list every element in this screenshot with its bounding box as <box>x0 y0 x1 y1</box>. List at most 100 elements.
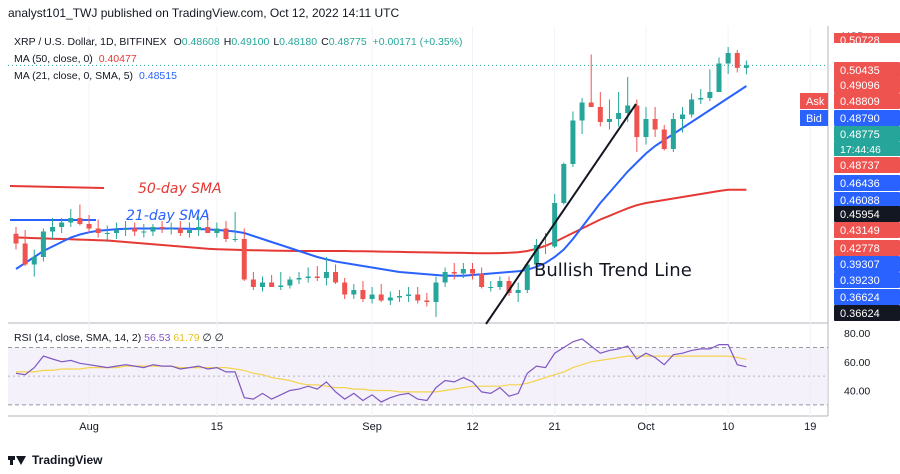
ma21-label: MA (21, close, 0, SMA, 5) <box>14 70 134 82</box>
candle-body <box>77 218 83 224</box>
candle-body <box>579 102 585 121</box>
candle-body <box>597 107 603 122</box>
candle <box>515 282 521 302</box>
candle-body <box>40 231 46 257</box>
candle <box>524 263 530 293</box>
candle <box>141 224 147 238</box>
candle <box>479 267 485 289</box>
candle-body <box>305 276 311 278</box>
footer-brand[interactable]: TradingView <box>32 453 103 467</box>
rsi-tick-label: 80.00 <box>844 328 870 340</box>
candle <box>670 113 676 152</box>
countdown-tag: 17:44:46 <box>834 142 900 156</box>
chart-area[interactable]: 40.0060.0080.00Aug15Sep1221Oct1019USD0.5… <box>8 26 900 444</box>
candle-body <box>287 279 293 286</box>
candle <box>561 162 567 205</box>
candle-body <box>196 227 202 230</box>
candle <box>186 222 192 238</box>
price-tag-value: 0.36624 <box>840 292 880 304</box>
candle-body <box>634 105 640 137</box>
price-tag: 0.36624 <box>834 289 900 305</box>
candle-body <box>186 230 192 233</box>
symbol-row: XRP / U.S. Dollar, 1D, BITFINEX O0.48608… <box>14 34 463 51</box>
candle <box>734 50 740 73</box>
candle <box>177 221 183 236</box>
candle-body <box>177 228 183 233</box>
candle-body <box>424 300 430 302</box>
price-tag: 0.42778 <box>834 240 900 256</box>
candle <box>588 54 594 107</box>
price-tag: 0.46088 <box>834 192 900 208</box>
time-axis-label: 19 <box>804 421 816 433</box>
price-tag-value: 0.50728 <box>840 35 880 47</box>
ohlc-value: 0.48775 <box>328 36 367 48</box>
candle-body <box>698 98 704 100</box>
candle-body <box>479 273 485 287</box>
candle-body <box>725 53 731 64</box>
candle <box>616 92 622 127</box>
candle <box>533 239 539 266</box>
candle-body <box>460 269 466 274</box>
price-tag-bg <box>834 126 900 142</box>
candle <box>205 213 211 233</box>
tradingview-logo-icon <box>8 454 26 466</box>
ohlc-value: 0.49100 <box>231 36 270 48</box>
candle-body <box>406 294 412 296</box>
candle-body <box>50 227 56 232</box>
bid-tag: Bid <box>800 110 828 126</box>
candle <box>77 204 83 226</box>
candle <box>360 281 366 302</box>
price-tag-value: 0.48775 <box>840 129 880 141</box>
candle-body <box>360 290 366 299</box>
publisher-header: analyst101_TWJ published on TradingView.… <box>0 0 900 26</box>
price-tag: 0.43149 <box>834 222 900 238</box>
price-tag-bg <box>834 192 900 208</box>
candle <box>104 225 110 242</box>
candle <box>369 287 375 304</box>
rsi-legend: RSI (14, close, SMA, 14, 2) 56.53 61.79 … <box>14 332 224 344</box>
chart-svg[interactable]: 40.0060.0080.00Aug15Sep1221Oct1019USD0.5… <box>8 26 900 444</box>
candle <box>460 263 466 278</box>
candle <box>50 218 56 239</box>
ohlc-value: 0.48608 <box>181 36 220 48</box>
candle <box>250 272 256 290</box>
candle-body <box>31 257 37 265</box>
price-tag-bg <box>834 93 900 109</box>
candle <box>59 218 65 233</box>
bullish-trend-line <box>485 103 637 325</box>
candle-body <box>670 119 676 149</box>
candle-body <box>205 227 211 233</box>
price-tag: 0.48737 <box>834 157 900 173</box>
ohlc-c: C0.48775 <box>321 36 367 48</box>
rsi-empty-2: ∅ <box>214 332 224 344</box>
candle-body <box>159 227 165 229</box>
candle-body <box>497 281 503 287</box>
ohlc-h: H0.49100 <box>224 36 270 48</box>
candle-body <box>488 287 494 288</box>
candle <box>679 107 685 133</box>
countdown-value: 17:44:46 <box>840 144 881 156</box>
ma50-label: MA (50, close, 0) <box>14 53 93 65</box>
price-tag-bg <box>834 272 900 288</box>
candle <box>725 47 731 74</box>
ma21-value: 0.48515 <box>138 70 177 82</box>
candle-body <box>86 224 92 229</box>
candle <box>13 227 19 250</box>
price-tag-value: 0.50435 <box>840 65 880 77</box>
candle <box>241 228 247 281</box>
price-tag-bg <box>834 222 900 238</box>
price-tag-value: 0.39230 <box>840 275 880 287</box>
candle-body <box>214 228 220 233</box>
rsi-tick-label: 40.00 <box>844 386 870 398</box>
candle <box>305 267 311 283</box>
price-tag: 0.39307 <box>834 256 900 272</box>
price-tag-bg <box>834 110 900 126</box>
candle <box>113 222 119 239</box>
candle <box>86 215 92 233</box>
publisher-text: analyst101_TWJ published on TradingView.… <box>8 6 400 20</box>
candle-body <box>232 239 238 240</box>
time-axis-label: Sep <box>362 421 382 433</box>
countdown-bg <box>834 142 900 156</box>
price-tag: 0.39230 <box>834 272 900 288</box>
ohlc-l: L0.48180 <box>273 36 317 48</box>
